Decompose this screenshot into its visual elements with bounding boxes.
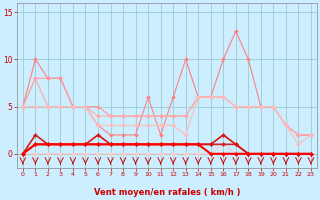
X-axis label: Vent moyen/en rafales ( km/h ): Vent moyen/en rafales ( km/h ) [94, 188, 240, 197]
